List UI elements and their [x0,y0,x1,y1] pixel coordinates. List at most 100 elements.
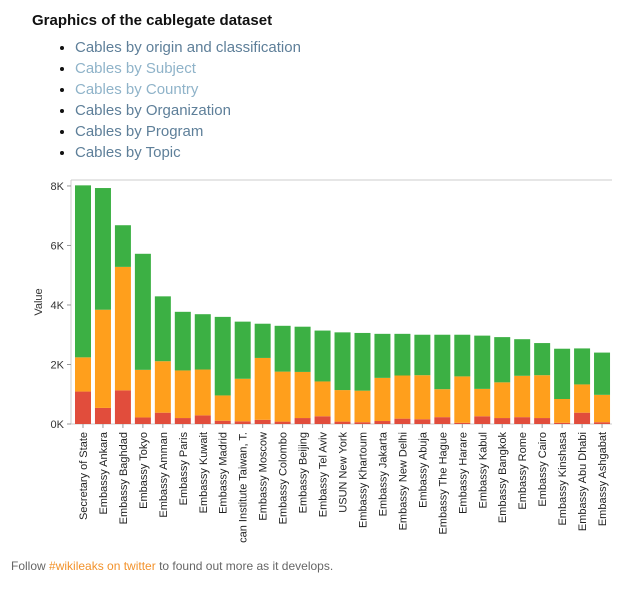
bar-segment [574,384,591,413]
bar-segment [94,188,111,310]
bar-segment [334,390,351,422]
bar-segment [274,371,291,422]
x-tick-label: can Institute Taiwan, T. [238,432,250,543]
x-tick-label: Embassy Baghdad [118,432,130,524]
x-tick-label: Embassy Kinshasa [557,431,569,525]
bar-segment [454,334,471,377]
link-origin-classification[interactable]: Cables by origin and classification [75,39,301,56]
bar-segment [474,416,491,424]
bar-segment [334,421,351,424]
x-tick-label: Secretary of State [78,432,90,520]
bar-segment [514,375,531,418]
bar-segment [274,421,291,424]
bar-segment [75,391,91,424]
footer-text-after: to found out more as it develops. [155,559,334,573]
bar-segment [154,361,171,413]
footer-text: Follow #wikileaks on twitter to found ou… [11,559,333,573]
bar-segment [294,371,311,419]
x-tick-label: Embassy Amman [158,432,170,518]
x-tick-label: Embassy Moscow [258,432,270,521]
bar-segment [174,311,191,371]
bar-segment [114,225,131,267]
bar-segment [534,375,551,419]
bar-segment [434,334,451,390]
x-tick-label: Embassy Beijing [298,432,310,513]
link-topic[interactable]: Cables by Topic [75,144,181,161]
x-tick-label: Embassy Tel Aviv [318,432,330,518]
bar-segment [174,418,191,424]
bar-segment [534,343,551,376]
bar-segment [314,330,331,382]
bar-segment [354,422,371,424]
bar-segment [214,316,231,396]
link-subject[interactable]: Cables by Subject [75,60,196,77]
list-item: Cables by Subject [75,58,301,79]
bar-segment [554,422,571,424]
x-tick-label: Embassy Ankara [98,431,110,514]
bar-segment [414,334,431,376]
bar-segment [234,321,251,379]
link-program[interactable]: Cables by Program [75,123,204,140]
bar-segment [254,323,271,358]
x-tick-label: Embassy Tokyo [138,432,150,509]
list-item: Cables by origin and classification [75,37,301,58]
bar-segment [334,332,351,391]
y-axis-label: Value [33,288,45,315]
bar-segment [75,357,91,392]
bar-segment [374,333,391,378]
x-tick-label: Embassy Kuwait [198,432,210,513]
bar-segment [374,421,391,424]
page-title: Graphics of the cablegate dataset [32,12,273,29]
bar-segment [94,407,111,424]
bar-segment [234,378,251,422]
y-tick-label: 0K [51,419,65,431]
bar-segment [394,375,411,419]
list-item: Cables by Organization [75,100,301,121]
bar-segment [314,381,331,417]
bar-segment [374,377,391,422]
bar-segment [454,376,471,423]
bar-segment [194,314,211,370]
x-tick-label: Embassy Abuja [417,431,429,508]
bar-segment [194,369,211,416]
bar-segment [434,417,451,424]
bar-segment [514,339,531,376]
bar-segment [474,335,491,389]
bar-segment [214,395,231,421]
bar-segment [134,369,151,418]
bar-segment [494,337,511,383]
bar-segment [254,419,271,424]
list-item: Cables by Country [75,79,301,100]
bar-segment [474,388,491,417]
bar-segment [554,399,571,423]
bar-segment [434,389,451,418]
bar-segment [574,348,591,385]
y-tick-label: 2K [51,359,65,371]
bar-segment [214,420,231,424]
x-tick-label: Embassy Khartoum [357,432,369,528]
bar-segment [154,412,171,424]
bar-segment [574,412,591,424]
x-tick-label: Embassy Harare [457,432,469,514]
y-tick-label: 6K [51,240,65,252]
bar-segment [134,253,151,370]
bar-segment [174,370,191,419]
list-item: Cables by Program [75,121,301,142]
bar-segment [514,417,531,424]
bar-segment [114,390,131,424]
x-tick-label: Embassy Paris [178,432,190,506]
link-organization[interactable]: Cables by Organization [75,102,231,119]
x-tick-label: Embassy Bangkok [497,432,509,524]
x-tick-label: Embassy Cairo [537,432,549,507]
bar-segment [594,352,611,395]
stacked-bar-chart: 0K 2K 4K 6K 8K Value Secretary of State Embassy… [33,179,612,543]
bar-segment [294,326,311,372]
x-tick-label: Embassy Kabul [477,432,489,508]
link-country[interactable]: Cables by Country [75,81,199,98]
x-tick-label: Embassy Colombo [278,432,290,524]
bar-segment [494,418,511,424]
x-tick-label: Embassy Jakarta [377,431,389,516]
bar-segment [394,333,411,376]
y-tick-label: 4K [51,300,65,312]
twitter-link[interactable]: #wikileaks on twitter [49,559,156,573]
